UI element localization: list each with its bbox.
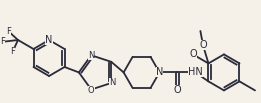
Text: F: F [0,37,5,46]
Text: O: O [199,40,207,50]
Text: F: F [6,26,11,36]
Text: F: F [10,47,15,56]
Text: O: O [174,85,181,95]
Text: N: N [88,51,94,60]
Text: N: N [45,35,53,45]
Text: O: O [88,86,94,95]
Text: N: N [156,67,163,77]
Text: N: N [109,78,115,87]
Text: HN: HN [188,67,203,77]
Text: O: O [190,49,196,58]
Text: O: O [189,49,197,59]
